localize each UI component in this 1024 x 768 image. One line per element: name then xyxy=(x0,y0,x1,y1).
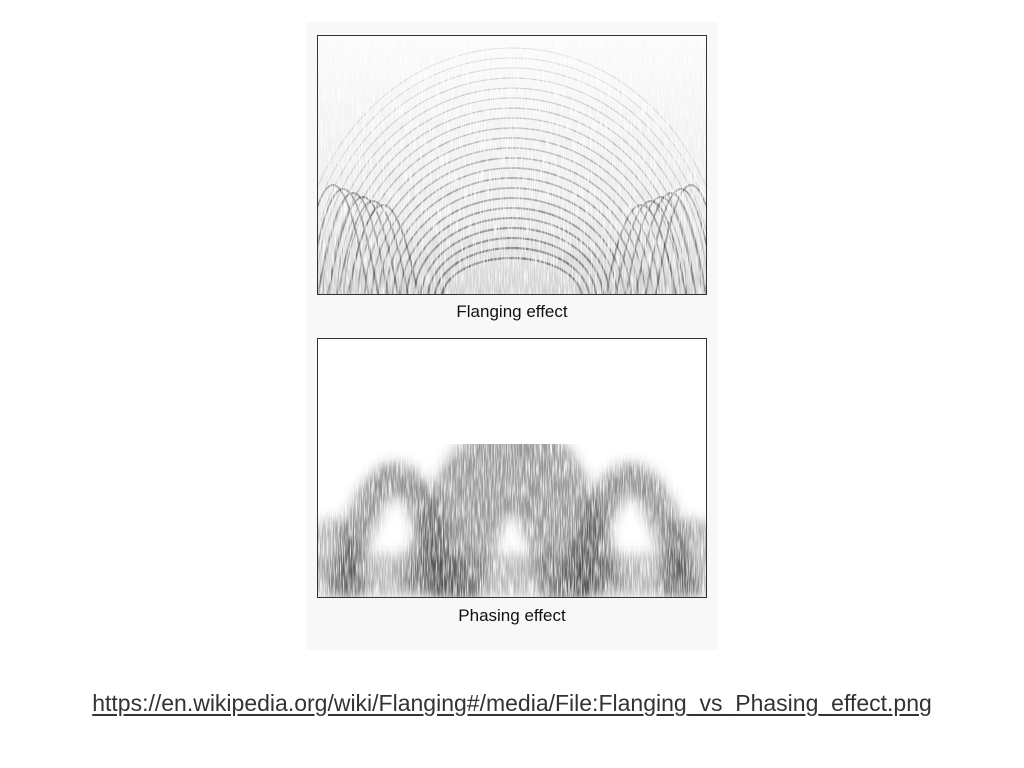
flanging-spectrogram xyxy=(317,35,707,295)
flanging-spectrogram-image xyxy=(318,36,706,294)
figure-panel: Flanging effect Phasing effect xyxy=(306,22,718,650)
phasing-caption: Phasing effect xyxy=(458,606,566,625)
phasing-spectrogram-image xyxy=(318,339,706,597)
phasing-spectrogram xyxy=(317,338,707,598)
source-link[interactable]: https://en.wikipedia.org/wiki/Flanging#/… xyxy=(92,690,932,716)
flanging-caption: Flanging effect xyxy=(456,302,568,321)
